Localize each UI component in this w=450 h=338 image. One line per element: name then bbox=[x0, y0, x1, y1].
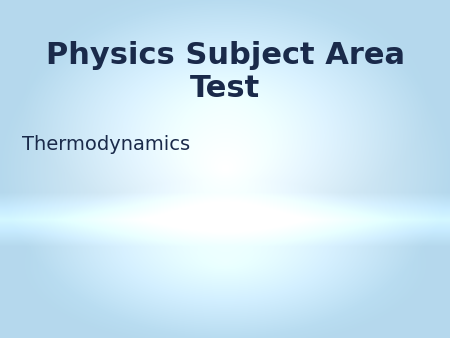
Text: Thermodynamics: Thermodynamics bbox=[22, 135, 191, 154]
Text: Physics Subject Area
Test: Physics Subject Area Test bbox=[45, 41, 405, 103]
